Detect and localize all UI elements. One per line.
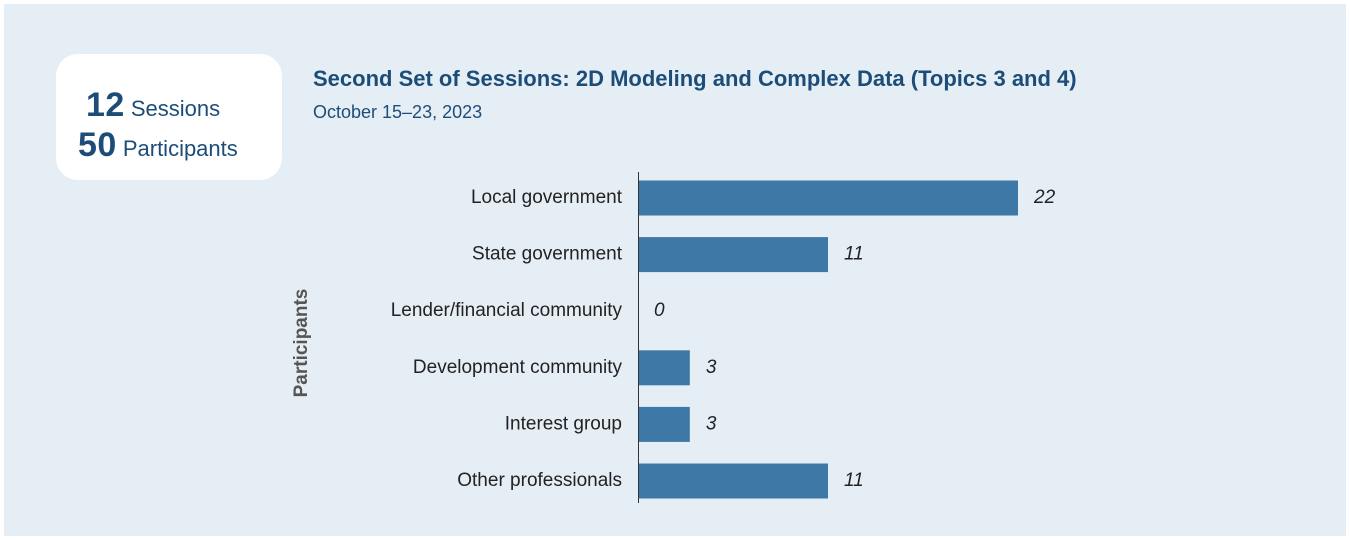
category-label: Development community (413, 357, 623, 378)
category-label: Other professionals (457, 470, 622, 491)
sessions-stat: 12 Sessions (86, 86, 220, 125)
stats-summary-box: 12 Sessions 50 Participants (56, 54, 282, 180)
data-label: 0 (654, 300, 665, 321)
data-label: 3 (706, 413, 717, 434)
bar (638, 463, 828, 499)
data-label: 11 (844, 470, 864, 491)
participants-stat: 50 Participants (78, 126, 238, 165)
bar (638, 350, 690, 386)
category-label: Interest group (505, 413, 622, 434)
bar (638, 406, 690, 442)
y-axis-title: Participants (291, 289, 312, 398)
sessions-label: Sessions (130, 96, 221, 121)
chart-title: Second Set of Sessions: 2D Modeling and … (313, 66, 1077, 91)
participants-label: Participants (122, 136, 238, 161)
data-label: 11 (844, 244, 864, 265)
data-label: 22 (1033, 187, 1056, 208)
sessions-count: 12 (86, 86, 125, 124)
data-label: 3 (706, 357, 717, 378)
category-label: Local government (471, 187, 623, 208)
category-label: State government (472, 244, 623, 265)
bar (638, 237, 828, 273)
chart-subtitle: October 15–23, 2023 (313, 102, 483, 122)
participants-count: 50 (78, 126, 117, 164)
category-label: Lender/financial community (391, 300, 623, 321)
bar (638, 180, 1018, 216)
